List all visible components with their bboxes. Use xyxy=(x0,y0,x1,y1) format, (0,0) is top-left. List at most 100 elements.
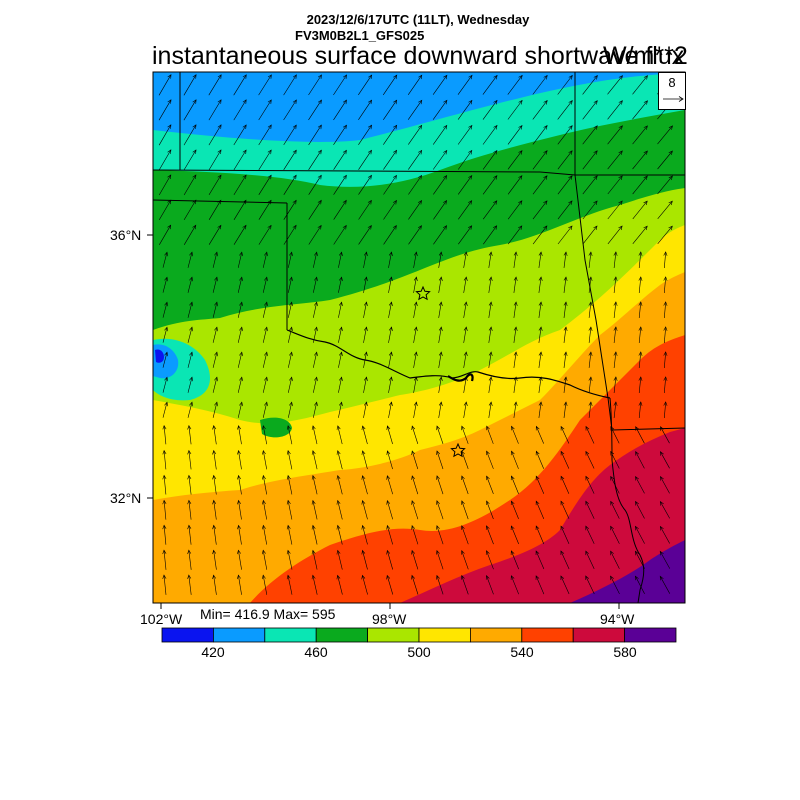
wind-vector-head-82 xyxy=(643,150,648,155)
wind-vector-head-242 xyxy=(438,351,443,357)
wind-vector-219 xyxy=(388,327,392,343)
wind-vector-head-58 xyxy=(568,125,573,130)
wind-vector-431 xyxy=(436,575,444,595)
wind-vector-48 xyxy=(308,124,322,146)
wind-vector-237 xyxy=(313,352,317,368)
wind-vector-head-167 xyxy=(663,251,668,256)
wind-vector-300 xyxy=(312,425,318,445)
wind-vector-45 xyxy=(233,124,247,146)
wind-vector-266 xyxy=(513,377,517,393)
wind-vector-365 xyxy=(362,500,368,520)
wind-vector-392 xyxy=(511,525,519,545)
wind-vector-93 xyxy=(383,175,397,195)
wind-vector-263 xyxy=(438,377,442,393)
wind-vector-131 xyxy=(283,225,297,245)
wind-vector-336 xyxy=(163,475,167,495)
wind-vector-358 xyxy=(188,500,192,520)
wind-vector-284 xyxy=(438,402,442,418)
lon-label-98w: 98°W xyxy=(372,611,407,627)
wind-vector-416 xyxy=(585,550,595,570)
wind-vector-head-51 xyxy=(393,124,398,130)
wind-vector-387 xyxy=(387,525,393,545)
wind-vector-111 xyxy=(308,200,322,220)
wind-vector-head-344 xyxy=(361,475,366,480)
wind-vector-39 xyxy=(607,100,623,120)
wind-vector-head-117 xyxy=(468,200,473,205)
wind-vector-197 xyxy=(363,302,367,318)
wind-vector-head-352 xyxy=(560,475,565,481)
wind-vector-head-329 xyxy=(510,450,515,456)
wind-vector-214 xyxy=(262,327,268,343)
wind-vector-65 xyxy=(208,149,222,171)
wind-vector-head-193 xyxy=(264,301,268,307)
wind-vector-head-439 xyxy=(635,575,639,581)
wind-vector-294 xyxy=(163,425,167,445)
wind-vector-304 xyxy=(411,426,419,444)
wind-vector-head-148 xyxy=(189,251,193,257)
wind-vector-head-93 xyxy=(392,174,397,180)
wind-vector-24 xyxy=(233,99,247,121)
wind-vector-head-34 xyxy=(493,99,498,105)
wind-vector-head-29 xyxy=(368,99,372,105)
wind-vector-head-249 xyxy=(613,351,618,356)
wind-vector-79 xyxy=(557,150,573,170)
wind-vector-60 xyxy=(607,125,623,145)
wind-vector-head-110 xyxy=(292,199,297,205)
colorbar-tick-2: 500 xyxy=(407,644,431,660)
wind-vector-head-197 xyxy=(363,301,368,307)
wind-vector-head-378 xyxy=(162,524,167,530)
wind-vector-head-12 xyxy=(468,74,473,80)
wind-vector-head-220 xyxy=(413,326,418,332)
wind-vector-306 xyxy=(461,426,469,444)
wind-vector-89 xyxy=(283,175,297,195)
wind-vector-head-5 xyxy=(292,74,297,79)
wind-vector-head-115 xyxy=(417,200,423,205)
wind-vector-head-61 xyxy=(643,125,648,130)
wind-vector-head-387 xyxy=(386,524,391,530)
wind-vector-236 xyxy=(288,352,292,368)
wind-vector-120 xyxy=(532,200,548,220)
wind-vector-382 xyxy=(263,525,267,545)
wind-vector-349 xyxy=(486,475,494,495)
wind-vector-head-142 xyxy=(568,225,573,230)
wind-vector-head-406 xyxy=(336,549,341,555)
colorbar-swatch-9 xyxy=(624,627,677,643)
wind-vector-61 xyxy=(632,125,648,145)
wind-vector-head-360 xyxy=(237,499,241,505)
wind-vector-399 xyxy=(163,550,167,570)
wind-vector-106 xyxy=(183,199,197,221)
wind-vector-311 xyxy=(585,426,595,444)
wind-vector-head-237 xyxy=(314,351,318,357)
wind-vector-head-209 xyxy=(663,301,668,306)
wind-vector-388 xyxy=(411,525,419,545)
wind-vector-head-80 xyxy=(593,150,598,155)
wind-vector-220 xyxy=(413,327,417,343)
wind-vector-head-189 xyxy=(164,301,169,307)
wind-vector-head-353 xyxy=(585,475,590,481)
wind-vector-233 xyxy=(212,352,218,368)
wind-vector-440 xyxy=(659,576,671,594)
wind-vector-404 xyxy=(287,550,293,570)
wind-vector-head-28 xyxy=(342,99,347,105)
wind-vector-132 xyxy=(308,225,322,245)
wind-vector-121 xyxy=(557,200,573,220)
wind-vector-head-223 xyxy=(488,326,493,331)
wind-vector-head-132 xyxy=(317,224,322,230)
wind-vector-head-186 xyxy=(613,276,618,281)
wind-vector-head-123 xyxy=(618,200,623,205)
wind-vector-198 xyxy=(388,302,392,318)
flux-field xyxy=(153,72,685,603)
wind-vector-head-440 xyxy=(659,575,664,581)
wind-vector-head-385 xyxy=(336,524,341,530)
wind-vector-head-376 xyxy=(635,500,639,506)
wind-vector-head-26 xyxy=(292,99,297,105)
wind-vector-265 xyxy=(488,377,492,393)
wind-vector-23 xyxy=(208,99,222,121)
wind-vector-303 xyxy=(387,425,393,445)
wind-vector-202 xyxy=(488,302,492,318)
wind-vector-head-342 xyxy=(311,475,316,480)
wind-vector-head-383 xyxy=(286,524,291,530)
wind-vector-38 xyxy=(582,100,598,120)
wind-vector-228 xyxy=(613,326,617,344)
units-label: W/m**2 xyxy=(603,42,688,70)
